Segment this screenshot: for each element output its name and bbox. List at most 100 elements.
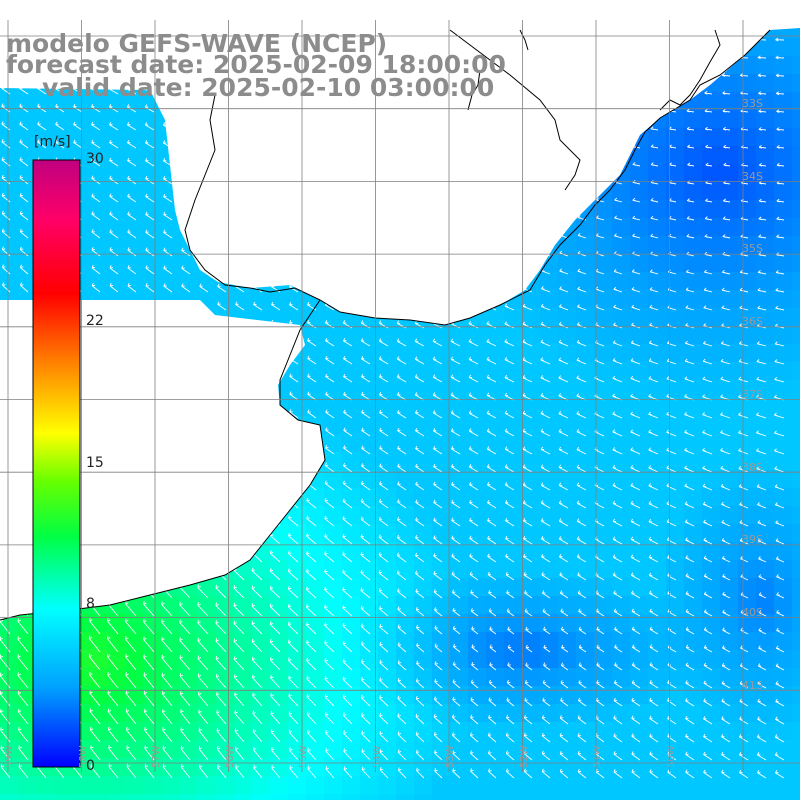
valid-date: valid date: 2025-02-10 03:00:00: [42, 73, 495, 102]
wind-cell: [756, 236, 775, 255]
wind-arrow: [596, 608, 605, 617]
wind-arrow: [216, 746, 227, 761]
wind-arrow: [397, 445, 407, 455]
wind-cell: [108, 632, 127, 651]
wind-cell: [648, 758, 667, 777]
wind-arrow: [434, 643, 443, 653]
wind-arrow: [324, 676, 335, 689]
wind-cell: [0, 182, 19, 201]
wind-cell: [540, 362, 559, 381]
wind-arrow: [396, 320, 407, 329]
wind-cell: [360, 452, 379, 471]
wind-arrow: [270, 692, 281, 707]
wind-arrow: [702, 483, 713, 491]
wind-cell: [378, 524, 397, 543]
wind-cell: [720, 380, 739, 399]
wind-arrow: [179, 619, 191, 635]
wind-cell: [630, 614, 649, 633]
wind-cell: [450, 596, 469, 615]
wind-cell: [450, 524, 469, 543]
wind-cell: [108, 740, 127, 759]
latitude-label: 35S: [742, 242, 763, 256]
wind-arrow: [558, 339, 569, 347]
wind-cell: [666, 308, 685, 327]
wind-cell: [540, 560, 559, 579]
wind-cell: [648, 632, 667, 651]
wind-cell: [0, 722, 19, 741]
wind-cell: [630, 578, 649, 597]
wind-arrow: [685, 609, 695, 617]
wind-cell: [684, 344, 703, 363]
wind-cell: [684, 524, 703, 543]
wind-arrow: [397, 499, 407, 509]
wind-arrow: [558, 536, 569, 545]
wind-arrow: [433, 731, 443, 743]
wind-cell: [720, 668, 739, 687]
wind-cell: [630, 308, 649, 327]
wind-cell: [108, 254, 127, 273]
wind-cell: [414, 344, 433, 363]
wind-arrow: [342, 587, 353, 599]
wind-arrow: [649, 680, 659, 689]
wind-arrow: [305, 604, 317, 617]
wind-cell: [774, 146, 793, 165]
wind-cell: [360, 542, 379, 561]
wind-cell: [414, 650, 433, 669]
wind-cell: [522, 722, 541, 741]
wind-cell: [720, 560, 739, 579]
longitude-label: 56W: [224, 745, 236, 768]
wind-cell: [720, 614, 739, 633]
wind-cell: [738, 776, 757, 795]
colorbar-tick-label: 0: [86, 758, 95, 774]
wind-arrow: [126, 727, 137, 743]
wind-cell: [450, 470, 469, 489]
wind-arrow: [145, 157, 155, 167]
wind-cell: [396, 668, 415, 687]
wind-arrow: [649, 608, 659, 617]
wind-arrow: [469, 553, 479, 563]
wind-cell: [702, 668, 721, 687]
wind-arrow: [433, 517, 443, 527]
wind-cell: [522, 794, 541, 800]
wind-arrow: [649, 287, 659, 293]
wind-arrow: [560, 697, 569, 707]
wind-arrow: [107, 690, 119, 707]
wind-arrow: [577, 304, 587, 311]
wind-arrow: [560, 608, 569, 617]
wind-arrow: [361, 659, 371, 671]
wind-arrow: [614, 626, 623, 635]
wind-arrow: [705, 144, 713, 149]
latitude-label: 36S: [742, 315, 763, 329]
wind-cell: [234, 776, 253, 795]
wind-cell: [702, 416, 721, 435]
wind-cell: [774, 722, 793, 741]
wind-cell: [108, 218, 127, 237]
wind-cell: [702, 236, 721, 255]
wind-arrow: [487, 571, 497, 581]
wind-arrow: [774, 752, 785, 761]
wind-arrow: [523, 715, 533, 725]
wind-arrow: [775, 538, 785, 545]
wind-cell: [486, 470, 505, 489]
wind-arrow: [162, 709, 173, 725]
wind-cell: [468, 398, 487, 417]
wind-arrow: [704, 126, 713, 131]
wind-cell: [612, 272, 631, 291]
wind-arrow: [720, 341, 731, 347]
wind-cell: [756, 308, 775, 327]
wind-cell: [450, 722, 469, 741]
wind-cell: [468, 596, 487, 615]
wind-arrow: [576, 446, 587, 455]
wind-cell: [144, 776, 163, 795]
wind-arrow: [379, 659, 389, 671]
wind-cell: [468, 434, 487, 453]
wind-arrow: [577, 215, 587, 221]
wind-cell: [702, 200, 721, 219]
wind-arrow: [288, 729, 299, 743]
wind-arrow: [361, 766, 371, 779]
wind-arrow: [685, 662, 695, 671]
wind-arrow: [162, 727, 173, 743]
wind-cell: [396, 686, 415, 705]
wind-arrow: [91, 103, 101, 113]
wind-cell: [198, 596, 217, 615]
